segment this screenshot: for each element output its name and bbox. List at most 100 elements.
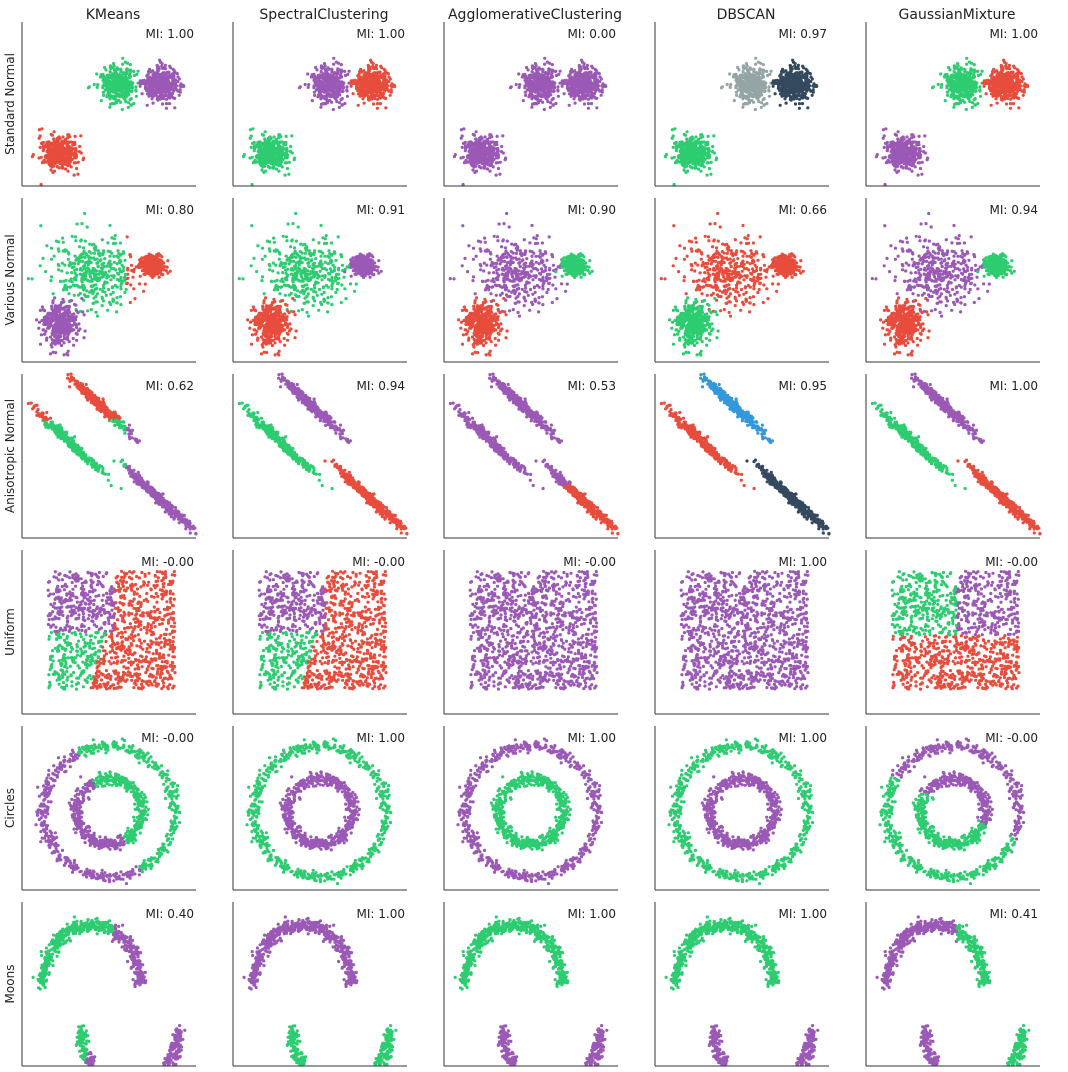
scatter-point bbox=[153, 75, 158, 80]
mi-score-label: MI: 1.00 bbox=[357, 27, 405, 41]
scatter-point bbox=[113, 102, 117, 106]
scatter-point bbox=[671, 145, 675, 149]
scatter-point bbox=[683, 148, 687, 152]
scatter-point bbox=[579, 89, 584, 93]
scatter-point bbox=[578, 98, 582, 102]
scatter-point bbox=[692, 150, 696, 154]
scatter-point bbox=[338, 101, 342, 105]
scatter-point bbox=[42, 158, 46, 162]
scatter-point bbox=[568, 72, 572, 76]
dataset-label: Various Normal bbox=[3, 234, 17, 325]
scatter-point bbox=[685, 137, 689, 141]
scatter-point bbox=[66, 141, 70, 145]
scatter-point bbox=[784, 69, 788, 73]
scatter-point bbox=[685, 160, 690, 165]
scatter-point bbox=[150, 97, 154, 101]
scatter-point bbox=[554, 69, 558, 73]
scatter-point bbox=[173, 81, 177, 85]
scatter-point bbox=[335, 81, 340, 85]
scatter-point bbox=[682, 143, 686, 147]
scatter-point bbox=[251, 127, 255, 131]
scatter-point bbox=[364, 75, 369, 80]
scatter-point bbox=[362, 69, 366, 73]
scatter-point bbox=[791, 84, 795, 88]
scatter-point bbox=[789, 69, 793, 73]
scatter-point bbox=[694, 135, 698, 139]
scatter-point bbox=[66, 150, 70, 155]
scatter-point bbox=[73, 134, 77, 138]
scatter-point bbox=[781, 67, 785, 71]
scatter-point bbox=[61, 146, 65, 150]
scatter-point bbox=[54, 157, 58, 161]
scatter-point bbox=[586, 106, 591, 110]
scatter-point bbox=[976, 69, 980, 73]
scatter-point bbox=[494, 161, 498, 165]
scatter-point bbox=[263, 137, 267, 141]
scatter-point bbox=[750, 88, 754, 92]
scatter-point bbox=[557, 72, 561, 76]
scatter-point bbox=[793, 102, 798, 106]
scatter-point bbox=[677, 154, 681, 158]
scatter-point bbox=[328, 74, 332, 78]
scatter-point bbox=[477, 153, 481, 157]
scatter-point bbox=[355, 86, 359, 90]
scatter-point bbox=[377, 78, 381, 82]
scatter-point bbox=[946, 93, 950, 97]
scatter-point bbox=[61, 135, 65, 139]
scatter-point bbox=[119, 94, 123, 98]
scatter-point bbox=[318, 74, 322, 78]
scatter-point bbox=[150, 91, 154, 95]
scatter-point bbox=[582, 102, 587, 106]
scatter-point bbox=[123, 76, 127, 80]
scatter-point bbox=[570, 67, 574, 71]
scatter-point bbox=[492, 149, 496, 153]
scatter-point bbox=[375, 106, 379, 110]
scatter-point bbox=[520, 75, 525, 79]
scatter-point bbox=[674, 149, 678, 153]
scatter-point bbox=[498, 160, 502, 164]
scatter-point bbox=[284, 140, 288, 144]
scatter-point bbox=[95, 72, 99, 76]
scatter-point bbox=[163, 72, 167, 76]
scatter-point bbox=[567, 79, 571, 83]
scatter-point bbox=[346, 72, 350, 76]
scatter-point bbox=[107, 74, 111, 78]
scatter-point bbox=[372, 89, 377, 94]
scatter-point bbox=[285, 149, 289, 153]
scatter-point bbox=[689, 142, 694, 146]
mi-score-label: MI: 1.00 bbox=[146, 27, 194, 41]
scatter-point bbox=[82, 156, 86, 160]
scatter-point bbox=[119, 100, 123, 104]
scatter-point bbox=[725, 82, 729, 87]
scatter-point bbox=[550, 74, 554, 78]
scatter-point bbox=[498, 172, 502, 176]
scatter-point bbox=[530, 97, 534, 101]
scatter-point bbox=[488, 141, 492, 145]
scatter-point bbox=[362, 101, 366, 105]
scatter-point bbox=[683, 133, 688, 137]
scatter-point bbox=[96, 83, 100, 87]
scatter-point bbox=[117, 88, 121, 92]
scatter-point bbox=[261, 133, 266, 137]
scatter-point bbox=[368, 75, 372, 79]
scatter-point bbox=[108, 105, 112, 109]
scatter-point bbox=[379, 81, 384, 85]
scatter-point bbox=[542, 79, 546, 83]
scatter-point bbox=[392, 83, 396, 87]
scatter-point bbox=[337, 105, 341, 109]
scatter-point bbox=[172, 84, 176, 88]
scatter-point bbox=[49, 151, 53, 156]
scatter-point bbox=[496, 149, 500, 153]
scatter-point bbox=[160, 62, 164, 66]
scatter-point bbox=[795, 96, 799, 101]
scatter-point bbox=[504, 156, 508, 160]
scatter-point bbox=[732, 99, 736, 103]
scatter-point bbox=[599, 93, 603, 97]
scatter-point bbox=[124, 94, 128, 98]
scatter-point bbox=[969, 69, 973, 73]
scatter-point bbox=[375, 97, 380, 101]
scatter-point bbox=[266, 136, 270, 141]
scatter-point bbox=[463, 149, 467, 153]
scatter-point bbox=[585, 72, 589, 76]
scatter-point bbox=[474, 130, 478, 134]
